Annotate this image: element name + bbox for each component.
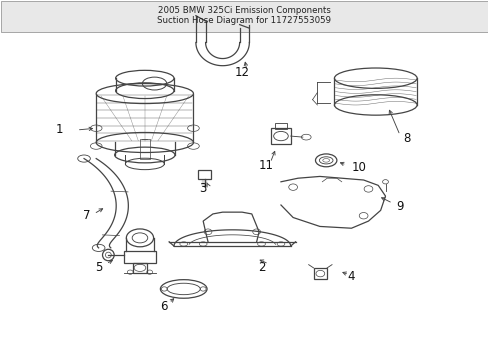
Text: 5: 5: [95, 261, 102, 274]
Text: 4: 4: [347, 270, 354, 283]
Bar: [313, 268, 326, 279]
Text: 6: 6: [160, 300, 168, 313]
Bar: [133, 263, 146, 273]
Text: 10: 10: [350, 161, 366, 174]
Bar: [1, 1, 487, 32]
Bar: [271, 128, 290, 144]
Text: 1: 1: [56, 123, 63, 136]
Text: 2005 BMW 325Ci Emission Components
Suction Hose Diagram for 11727553059: 2005 BMW 325Ci Emission Components Sucti…: [157, 6, 331, 25]
Bar: [140, 139, 149, 158]
Text: 7: 7: [82, 209, 90, 222]
Text: 2: 2: [257, 261, 264, 274]
Text: 8: 8: [403, 132, 410, 145]
Bar: [124, 251, 155, 263]
Text: 12: 12: [234, 66, 249, 79]
Bar: [198, 170, 210, 179]
Text: 3: 3: [199, 183, 206, 195]
Text: 11: 11: [258, 159, 273, 172]
Bar: [275, 123, 287, 129]
Text: 9: 9: [396, 200, 403, 213]
